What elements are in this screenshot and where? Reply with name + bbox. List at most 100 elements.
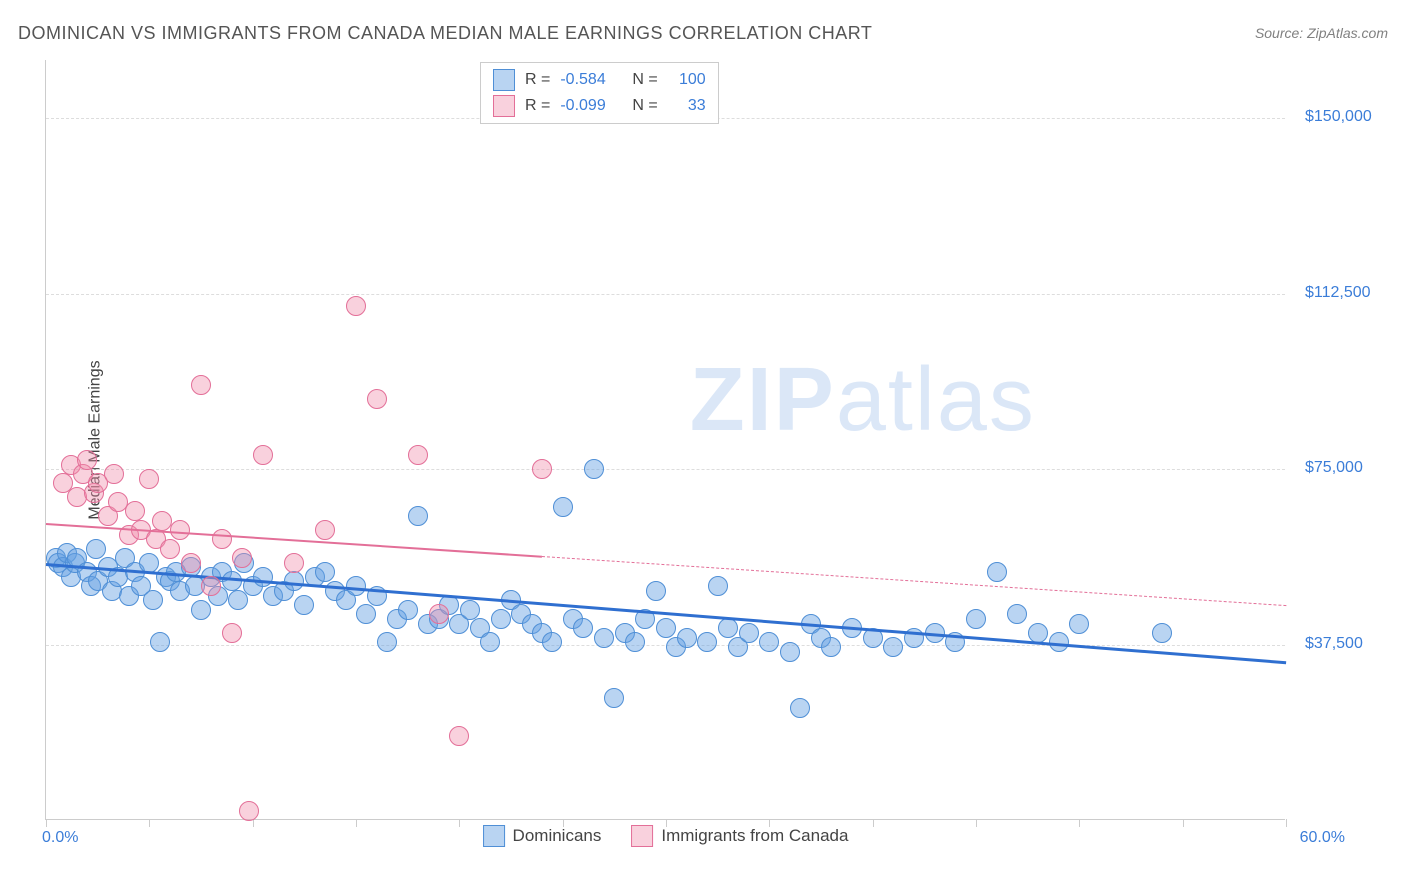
data-point [315,520,335,540]
data-point [790,698,810,718]
data-point [883,637,903,657]
data-point [201,576,221,596]
data-point [143,590,163,610]
data-point [759,632,779,652]
source-prefix: Source: [1255,25,1307,41]
data-point [150,632,170,652]
data-point [697,632,717,652]
data-point [232,548,252,568]
data-point [1069,614,1089,634]
data-point [491,609,511,629]
x-axis-min-label: 0.0% [42,829,78,847]
series-swatch [493,95,515,117]
data-point [718,618,738,638]
data-point [708,576,728,596]
x-axis-max-label: 60.0% [1300,829,1345,847]
n-label: N = [632,97,657,115]
data-point [584,459,604,479]
data-point [222,623,242,643]
data-point [604,688,624,708]
r-value: -0.099 [560,97,622,115]
data-point [1007,604,1027,624]
data-point [253,445,273,465]
stats-row: R = -0.099 N = 33 [493,93,706,119]
data-point [239,801,259,821]
r-label: R = [525,97,550,115]
data-point [987,562,1007,582]
y-tick-label: $150,000 [1305,108,1372,126]
x-tick [873,819,874,827]
legend-item: Immigrants from Canada [631,825,848,847]
x-tick [253,819,254,827]
data-point [542,632,562,652]
data-point [191,375,211,395]
data-point [294,595,314,615]
data-point [1028,623,1048,643]
data-point [739,623,759,643]
data-point [656,618,676,638]
data-point [170,520,190,540]
legend-swatch [483,825,505,847]
y-tick-label: $112,500 [1305,284,1371,302]
data-point [346,296,366,316]
n-value: 100 [668,71,706,89]
data-point [253,567,273,587]
data-point [408,445,428,465]
x-tick [356,819,357,827]
data-point [377,632,397,652]
data-point [77,450,97,470]
chart-header: DOMINICAN VS IMMIGRANTS FROM CANADA MEDI… [18,18,1388,48]
data-point [677,628,697,648]
data-point [449,726,469,746]
data-point [1152,623,1172,643]
r-value: -0.584 [560,71,622,89]
data-point [460,600,480,620]
data-point [594,628,614,648]
data-point [966,609,986,629]
gridline [46,294,1285,295]
data-point [139,469,159,489]
legend-label: Immigrants from Canada [661,826,848,846]
data-point [160,539,180,559]
data-point [284,553,304,573]
data-point [398,600,418,620]
data-point [408,506,428,526]
data-point [315,562,335,582]
data-point [222,571,242,591]
x-tick [1286,819,1287,827]
legend-swatch [631,825,653,847]
x-tick [46,819,47,827]
data-point [212,529,232,549]
legend-item: Dominicans [483,825,602,847]
data-point [625,632,645,652]
x-tick [976,819,977,827]
series-swatch [493,69,515,91]
data-point [181,553,201,573]
data-point [356,604,376,624]
data-point [480,632,500,652]
data-point [646,581,666,601]
data-point [573,618,593,638]
data-point [429,604,449,624]
r-label: R = [525,71,550,89]
correlation-stats-legend: R = -0.584 N = 100 R = -0.099 N = 33 [480,62,719,124]
y-tick-label: $75,000 [1305,459,1363,477]
x-tick [459,819,460,827]
n-label: N = [632,71,657,89]
data-point [125,501,145,521]
data-point [104,464,124,484]
source-attribution: Source: ZipAtlas.com [1255,25,1388,41]
y-tick-label: $37,500 [1305,635,1363,653]
data-point [191,600,211,620]
x-tick [1183,819,1184,827]
stats-row: R = -0.584 N = 100 [493,67,706,93]
x-tick [1079,819,1080,827]
chart-title: DOMINICAN VS IMMIGRANTS FROM CANADA MEDI… [18,23,872,44]
data-point [367,389,387,409]
scatter-plot-area: Median Male Earnings 0.0%60.0%Dominicans… [45,60,1285,820]
data-point [780,642,800,662]
series-legend: Dominicans Immigrants from Canada [483,825,849,847]
source-name: ZipAtlas.com [1307,25,1388,41]
n-value: 33 [668,97,706,115]
data-point [532,459,552,479]
